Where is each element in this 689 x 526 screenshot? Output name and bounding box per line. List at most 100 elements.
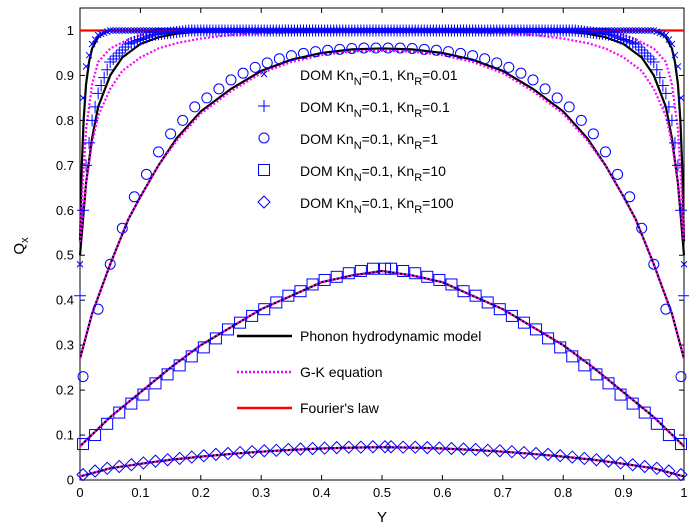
dom-marker-knr-0p1 bbox=[107, 52, 120, 65]
legend-line-label: Phonon hydrodynamic model bbox=[300, 328, 481, 344]
dom-marker-knr-100 bbox=[88, 464, 102, 478]
dom-marker-knr-1 bbox=[322, 44, 334, 56]
dom-marker-knr-1 bbox=[406, 42, 418, 54]
dom-marker-knr-100 bbox=[456, 442, 471, 456]
dom-marker-knr-0p01 bbox=[76, 260, 84, 268]
plot-area bbox=[79, 7, 685, 481]
legend-dom-mid: =0.1, Kn bbox=[362, 131, 415, 147]
dom-marker-knr-100 bbox=[305, 441, 320, 456]
legend-dom-sub1: N bbox=[354, 172, 362, 184]
dom-marker-knr-1 bbox=[225, 74, 237, 86]
dom-marker-knr-100 bbox=[638, 459, 652, 474]
dom-marker-knr-0p1 bbox=[605, 28, 618, 41]
dom-marker-knr-10 bbox=[234, 316, 247, 329]
dom-marker-knr-1 bbox=[624, 191, 636, 203]
dom-marker-knr-1 bbox=[177, 114, 189, 126]
dom-marker-knr-0p1 bbox=[635, 43, 648, 56]
dom-marker-knr-100 bbox=[565, 450, 579, 464]
dom-marker-knr-100 bbox=[112, 459, 126, 474]
legend-dom-label: DOM KnN=0.1, KnR=10 bbox=[300, 163, 446, 184]
dom-marker-knr-10 bbox=[626, 397, 639, 410]
dom-marker-knr-0p1 bbox=[611, 31, 624, 44]
legend-dom-sub2: R bbox=[414, 76, 422, 88]
legend-dom-suffix: =10 bbox=[422, 163, 446, 179]
dom-marker-knr-10 bbox=[137, 388, 150, 401]
dom-marker-knr-0p1 bbox=[143, 30, 156, 43]
dom-marker-knr-100 bbox=[408, 440, 422, 454]
dom-marker-knr-100 bbox=[420, 440, 435, 455]
dom-marker-knr-0p1 bbox=[134, 33, 147, 46]
y-axis-label: Qx bbox=[11, 237, 31, 255]
dom-marker-knr-10 bbox=[578, 359, 591, 372]
dom-marker-knr-1 bbox=[442, 46, 454, 58]
dom-marker-knr-10 bbox=[342, 267, 355, 280]
dom-marker-knr-100 bbox=[480, 443, 495, 458]
dom-marker-knr-0p1 bbox=[74, 289, 86, 302]
dom-marker-knr-100 bbox=[601, 454, 616, 468]
dom-marker-knr-0p01 bbox=[680, 260, 688, 268]
dom-marker-knr-1 bbox=[237, 67, 249, 79]
dom-marker-knr-10 bbox=[246, 309, 259, 322]
dom-marker-knr-1 bbox=[370, 42, 382, 54]
dom-marker-knr-0p1 bbox=[623, 35, 636, 48]
legend-lines: Phonon hydrodynamic model G-K equation Fou… bbox=[237, 328, 481, 416]
dom-marker-knr-0p1 bbox=[638, 46, 651, 59]
dom-marker-knr-0p1 bbox=[614, 32, 627, 45]
dom-marker-knr-10 bbox=[602, 377, 615, 390]
dom-marker-knr-0p01 bbox=[620, 27, 627, 34]
dom-marker-knr-0p01 bbox=[134, 27, 141, 34]
dom-marker-knr-100 bbox=[221, 446, 235, 461]
legend-dom-sub2: R bbox=[414, 204, 422, 216]
dom-marker-knr-100 bbox=[432, 441, 447, 455]
dom-marker-knr-0p01 bbox=[662, 31, 670, 39]
dom-marker-knr-0p01 bbox=[638, 27, 646, 34]
dom-marker-knr-0p1 bbox=[116, 43, 129, 56]
dom-marker-knr-100 bbox=[553, 449, 567, 463]
dom-marker-knr-100 bbox=[342, 440, 356, 454]
dom-marker-knr-1 bbox=[334, 43, 346, 55]
dom-marker-knr-10 bbox=[554, 341, 567, 354]
dom-marker-knr-10 bbox=[457, 285, 470, 298]
dom-marker-knr-0p01 bbox=[623, 27, 630, 34]
dom-marker-knr-0p1 bbox=[125, 36, 138, 49]
dom-marker-knr-1 bbox=[104, 258, 116, 270]
dom-marker-knr-10 bbox=[662, 429, 675, 442]
dom-marker-knr-1 bbox=[201, 92, 213, 104]
dom-marker-knr-0p1 bbox=[659, 87, 672, 100]
dom-marker-knr-0p01 bbox=[641, 27, 649, 34]
y-axis-label-sub: x bbox=[19, 237, 31, 243]
dom-marker-knr-10 bbox=[566, 350, 579, 363]
x-tick-label: 0.8 bbox=[554, 485, 572, 500]
legend-marker-square bbox=[258, 164, 270, 176]
dom-marker-knr-1 bbox=[636, 222, 648, 234]
dom-marker-knr-100 bbox=[281, 442, 296, 457]
y-tick-label: 0.9 bbox=[56, 68, 74, 83]
dom-marker-knr-100 bbox=[185, 450, 199, 464]
y-tick-label: 0.5 bbox=[56, 248, 74, 263]
dom-marker-knr-0p01 bbox=[626, 27, 633, 34]
dom-marker-knr-0p1 bbox=[650, 63, 663, 76]
dom-marker-knr-100 bbox=[124, 458, 139, 472]
dom-marker-knr-1 bbox=[539, 83, 551, 95]
dom-marker-knr-1 bbox=[346, 42, 358, 54]
dom-marker-knr-100 bbox=[505, 444, 519, 459]
dom-marker-knr-0p01 bbox=[677, 94, 685, 102]
dom-marker-knr-100 bbox=[257, 444, 271, 458]
dom-marker-knr-100 bbox=[209, 447, 223, 462]
legend-dom-sub1: N bbox=[354, 76, 362, 88]
y-tick-label: 0.2 bbox=[56, 383, 74, 398]
dom-marker-knr-10 bbox=[421, 270, 434, 283]
dom-marker-knr-100 bbox=[650, 461, 664, 476]
dom-marker-knr-10 bbox=[530, 323, 543, 336]
dom-marker-knr-1 bbox=[503, 61, 515, 73]
dom-marker-knr-0p1 bbox=[89, 100, 102, 113]
dom-marker-knr-0p01 bbox=[88, 40, 96, 48]
legend-dom-label: DOM KnN=0.1, KnR=1 bbox=[300, 131, 438, 152]
x-tick-label: 0 bbox=[76, 485, 83, 500]
dom-marker-knr-1 bbox=[455, 47, 467, 59]
legend-dom-label: DOM KnN=0.1, KnR=0.1 bbox=[300, 99, 450, 120]
dom-marker-knr-10 bbox=[590, 368, 603, 381]
dom-marker-knr-10 bbox=[469, 289, 482, 302]
markers-layer bbox=[74, 24, 689, 482]
